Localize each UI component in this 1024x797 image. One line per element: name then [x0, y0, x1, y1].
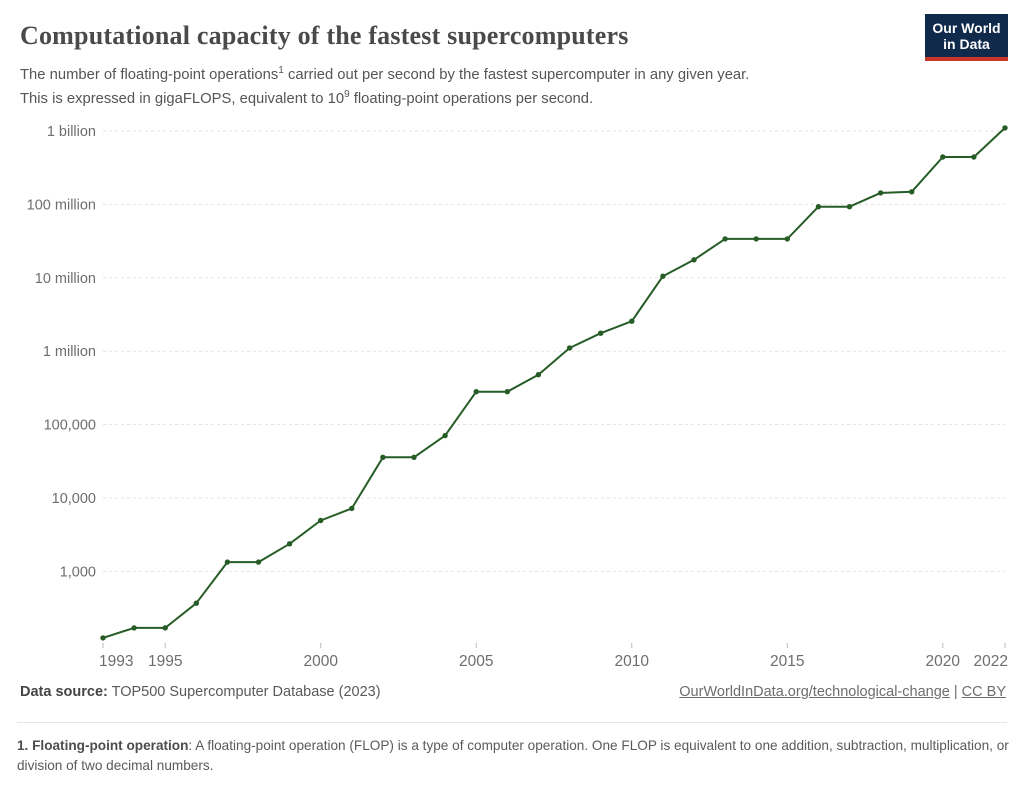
data-point[interactable]: [442, 432, 448, 439]
trend-line[interactable]: [102, 126, 1006, 639]
subtitle-text-3: This is expressed in gigaFLOPS, equivale…: [20, 90, 345, 107]
data-source: Data source: TOP500 Supercomputer Databa…: [20, 684, 381, 700]
page-title: Computational capacity of the fastest su…: [20, 21, 629, 50]
chart-footer: Data source: TOP500 Supercomputer Databa…: [20, 684, 1006, 700]
x-axis-tick-label: 1995: [148, 653, 182, 670]
y-axis-tick-label: 100 million: [27, 197, 96, 213]
data-point[interactable]: [535, 372, 542, 378]
data-point[interactable]: [722, 236, 728, 242]
x-axis-tick-label: 2005: [459, 653, 493, 670]
y-axis-tick-label: 10 million: [35, 271, 96, 287]
x-axis-tick-label: 2020: [926, 653, 961, 670]
data-point[interactable]: [349, 505, 355, 512]
data-point[interactable]: [660, 273, 666, 279]
data-point[interactable]: [846, 204, 853, 210]
data-source-value: TOP500 Supercomputer Database (2023): [107, 684, 381, 700]
data-point[interactable]: [193, 600, 199, 606]
data-point[interactable]: [753, 236, 759, 242]
x-axis-tick-label: 2010: [615, 653, 650, 670]
footnote-text: : A floating-point operation (FLOP) is a…: [17, 738, 1009, 773]
footer-links: OurWorldInData.org/technological-change …: [679, 684, 1006, 700]
y-axis-tick-label: 1 million: [43, 344, 96, 360]
data-point[interactable]: [598, 330, 604, 336]
data-point[interactable]: [971, 154, 977, 160]
data-point[interactable]: [629, 318, 635, 324]
data-point[interactable]: [162, 625, 168, 631]
x-axis-tick-label: 2015: [770, 653, 804, 670]
chart-subtitle: The number of floating-point operations1…: [20, 61, 920, 109]
data-point[interactable]: [473, 389, 479, 395]
chart-area[interactable]: 1,000 10,000 100,000 1 million 10 million 100…: [0, 108, 1024, 678]
footnote: 1. Floating-point operation: A floating-…: [17, 736, 1009, 776]
owid-logo[interactable]: Our World in Data: [925, 14, 1008, 61]
link-separator: |: [949, 684, 962, 700]
x-axis-tick-label: 2000: [303, 653, 338, 670]
data-point[interactable]: [286, 541, 293, 547]
chart-svg[interactable]: 1,000 10,000 100,000 1 million 10 million 100…: [0, 108, 1024, 678]
y-axis-tick-label: 1 billion: [47, 124, 96, 140]
data-point[interactable]: [504, 389, 510, 395]
license-link[interactable]: CC BY: [961, 684, 1006, 700]
subtitle-text-1: The number of floating-point operations: [20, 66, 279, 83]
exponent-text: 9: [344, 88, 350, 100]
data-point[interactable]: [815, 204, 822, 210]
data-point[interactable]: [784, 236, 790, 242]
data-point[interactable]: [1002, 125, 1008, 131]
footnote-marker[interactable]: 1: [278, 65, 284, 76]
y-axis-tick-label: 1,000: [60, 564, 96, 580]
data-point[interactable]: [255, 559, 262, 565]
data-point[interactable]: [380, 454, 386, 460]
y-axis-tick-label: 10,000: [52, 491, 96, 507]
data-point[interactable]: [909, 189, 915, 195]
data-point[interactable]: [566, 345, 573, 351]
data-point[interactable]: [224, 559, 231, 565]
subtitle-text-4: floating-point operations per second.: [349, 90, 594, 107]
footnote-lead: 1. Floating-point operation: [17, 738, 189, 753]
data-point[interactable]: [318, 517, 324, 524]
y-axis-tick-label: 100,000: [44, 418, 96, 434]
footer-divider: [17, 722, 1007, 723]
x-axis-tick-label: 1993: [99, 653, 133, 670]
owid-logo-line2: in Data: [943, 36, 990, 52]
x-axis-tick-label: 2022: [974, 653, 1008, 670]
owid-logo-line1: Our World: [932, 20, 1001, 36]
owid-url-link[interactable]: OurWorldInData.org/technological-change: [679, 684, 950, 700]
data-source-label: Data source:: [20, 684, 108, 700]
data-point[interactable]: [940, 154, 946, 160]
subtitle-text-2: carried out per second by the fastest su…: [283, 66, 750, 83]
data-point[interactable]: [877, 190, 884, 196]
data-point[interactable]: [411, 454, 417, 460]
data-point[interactable]: [691, 257, 697, 263]
data-point[interactable]: [100, 635, 106, 641]
data-point[interactable]: [131, 625, 137, 631]
